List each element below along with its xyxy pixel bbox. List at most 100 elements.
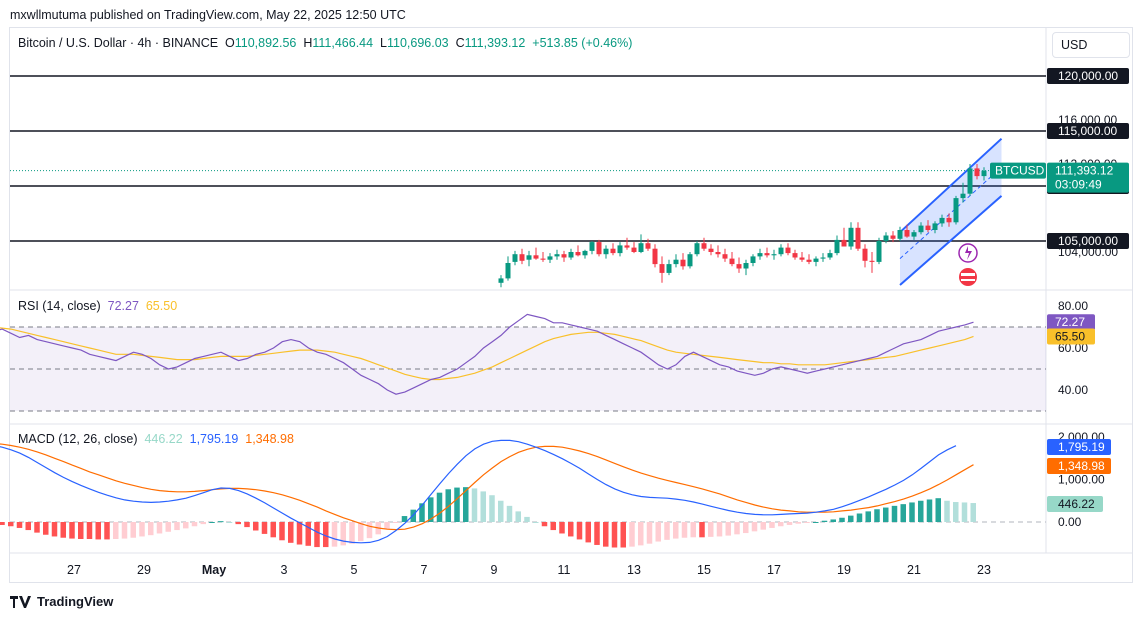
macd-histogram-bar xyxy=(156,522,163,534)
candle-body xyxy=(652,248,658,265)
macd-histogram-bar xyxy=(673,522,679,539)
candle-body xyxy=(533,255,539,259)
candle-body xyxy=(841,239,847,247)
macd-histogram-bar xyxy=(340,522,346,546)
macd-histogram-bar xyxy=(253,522,259,531)
time-tick-label: 9 xyxy=(491,563,498,577)
channel-lower-line xyxy=(899,195,1003,286)
macd-histogram-bar xyxy=(261,522,268,534)
macd-histogram-bar xyxy=(95,522,101,540)
macd-histogram-bar xyxy=(690,522,696,538)
symbol-tag-bg xyxy=(990,162,1046,179)
candle-body xyxy=(764,253,770,256)
macd-histogram-bar xyxy=(541,522,548,527)
tradingview-icon xyxy=(10,595,31,608)
rsi-tick-label: 80.00 xyxy=(1058,299,1088,313)
macd-histogram-bar xyxy=(751,522,758,532)
macd-histogram-bar xyxy=(944,500,950,522)
candle-body xyxy=(743,263,749,269)
rsi-legend: RSI (14, close) 72.27 65.50 xyxy=(18,299,177,313)
macd-histogram-bar xyxy=(279,522,285,541)
macd-last-label: 1,795.19 xyxy=(1058,440,1105,454)
macd-histogram-bar xyxy=(909,502,915,522)
open-label: O xyxy=(225,36,235,50)
candle-body xyxy=(729,258,735,265)
candle-body xyxy=(547,256,553,260)
macd-histogram-bar xyxy=(611,522,618,548)
publisher-line: mxwllmutuma published on TradingView.com… xyxy=(10,8,406,22)
macd-histogram-bar xyxy=(104,522,110,540)
level-price-label: 115,000.00 xyxy=(1058,124,1117,138)
macd-histogram-bar xyxy=(716,522,723,537)
macd-last-label-bg xyxy=(1047,439,1111,455)
macd-histogram-bar xyxy=(760,522,766,530)
tradingview-logo[interactable]: TradingView xyxy=(10,594,113,609)
candle-body xyxy=(694,243,700,255)
macd-histogram-bar xyxy=(314,522,320,548)
candle-body xyxy=(722,254,728,259)
close-value: 111,393.12 xyxy=(464,36,526,50)
rsi-tick-label: 60.00 xyxy=(1058,341,1088,355)
candle-body xyxy=(659,264,665,273)
candle-body xyxy=(687,254,693,267)
macd-histogram-bar xyxy=(384,522,390,530)
macd-histogram-bar xyxy=(856,513,863,522)
candle-body xyxy=(498,278,504,283)
macd-histogram-bar xyxy=(900,504,906,522)
candle-body xyxy=(869,260,875,262)
macd-histogram-bar xyxy=(576,522,583,540)
candle-body xyxy=(631,247,637,252)
candle-body xyxy=(519,254,525,261)
time-tick-label: May xyxy=(202,563,226,577)
macd-histogram-bar xyxy=(926,499,933,522)
candle-body xyxy=(904,230,910,237)
macd-histogram-bar xyxy=(953,502,959,522)
macd-histogram-bar xyxy=(655,522,661,542)
candle-body xyxy=(778,247,784,255)
macd-histogram-bar xyxy=(69,522,75,539)
macd-histogram-bar xyxy=(331,522,338,547)
currency-button[interactable]: USD xyxy=(1052,32,1130,58)
candle-body xyxy=(645,243,651,249)
time-tick-label: 13 xyxy=(627,563,641,577)
macd-histogram-bar xyxy=(883,507,889,522)
chart-frame xyxy=(9,27,1133,583)
time-tick-label: 29 xyxy=(137,563,151,577)
macd-histogram-bar xyxy=(664,522,670,540)
macd-histogram-bar xyxy=(725,522,731,536)
candle-body xyxy=(897,230,903,239)
macd-histogram-bar xyxy=(594,522,600,545)
candle-body xyxy=(554,254,560,257)
candle-body xyxy=(855,227,861,249)
macd-histogram-bar xyxy=(393,522,399,523)
symbol-legend: Bitcoin / U.S. Dollar · 4h · BINANCE O11… xyxy=(18,36,632,50)
candle-body xyxy=(974,168,980,177)
candle-body xyxy=(757,253,763,257)
macd-histogram-bar xyxy=(78,522,84,539)
candle-body xyxy=(736,264,742,269)
last-price-label: 111,393.12 xyxy=(1055,164,1114,178)
macd-histogram-bar xyxy=(891,505,898,522)
macd-histogram-bar xyxy=(113,522,119,539)
candle-body xyxy=(610,248,616,254)
candle-body xyxy=(680,259,686,267)
candle-body xyxy=(862,248,868,261)
candle-body xyxy=(834,239,840,254)
channel-mid-line xyxy=(899,166,1002,259)
candle-body xyxy=(848,227,854,247)
macd-histogram-bar xyxy=(34,522,40,533)
signal-last-label-bg xyxy=(1047,458,1111,474)
price-change: +513.85 (+0.46%) xyxy=(532,36,633,50)
macd-histogram-bar xyxy=(839,517,845,522)
macd-histogram-bar xyxy=(629,522,635,547)
macd-histogram-bar xyxy=(148,522,154,536)
candle-body xyxy=(715,252,721,255)
macd-histogram-bar xyxy=(130,522,136,538)
macd-histogram-bar xyxy=(813,522,819,523)
macd-title: MACD (12, 26, close) xyxy=(18,432,138,446)
macd-histogram-bar xyxy=(358,522,364,542)
macd-histogram-bar xyxy=(603,522,609,547)
hist-last-label-bg xyxy=(1047,496,1103,512)
macd-histogram-bar xyxy=(244,522,250,528)
